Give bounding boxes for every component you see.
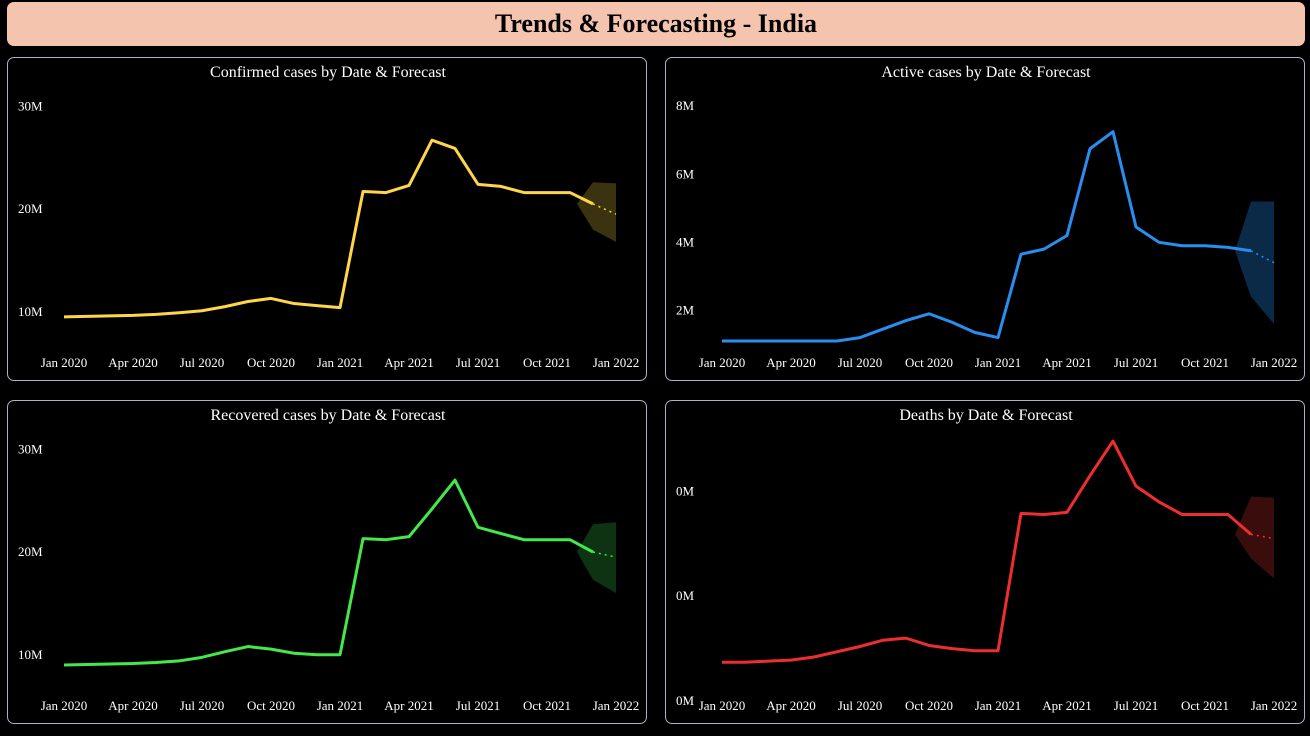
x-tick-label: Apr 2020 [108,355,157,370]
x-tick-label: Oct 2020 [247,698,295,713]
y-tick-label: 0M [676,693,695,708]
x-tick-label: Oct 2021 [1181,698,1229,713]
chart-title: Confirmed cases by Date & Forecast [210,64,446,81]
x-tick-label: Apr 2020 [108,698,157,713]
forecast-band [577,182,616,242]
x-tick-label: Jan 2020 [699,698,746,713]
x-tick-label: Jan 2021 [975,355,1022,370]
chart-title: Active cases by Date & Forecast [881,64,1091,81]
x-tick-label: Jul 2020 [838,355,882,370]
y-tick-label: 0M [676,483,695,498]
y-tick-label: 8M [676,98,695,113]
chart-title: Recovered cases by Date & Forecast [210,407,446,424]
y-tick-label: 10M [18,647,43,662]
forecast-line [1250,533,1275,540]
active-cases-chart[interactable]: Active cases by Date & Forecast 2M 4M 6M 8M J… [665,57,1305,381]
x-tick-label: Jan 2022 [1251,355,1298,370]
x-tick-label: Jul 2020 [180,698,224,713]
forecast-band [1235,496,1274,579]
y-tick-label: 4M [676,234,695,249]
x-tick-label: Jan 2020 [699,355,746,370]
x-tick-label: Jul 2021 [1114,698,1158,713]
x-tick-label: Jan 2020 [41,698,88,713]
x-tick-label: Jan 2021 [317,355,364,370]
deaths-chart[interactable]: Deaths by Date & Forecast 0M 0M 0M Jan 2020 A… [665,400,1305,724]
x-tick-label: Jan 2022 [1251,698,1298,713]
dashboard-title-bar: Trends & Forecasting - India [7,2,1305,46]
x-tick-label: Apr 2020 [766,355,815,370]
x-tick-label: Oct 2020 [905,698,953,713]
x-tick-label: Oct 2021 [523,698,571,713]
confirmed-cases-chart[interactable]: Confirmed cases by Date & Forecast 10M 20M… [7,57,647,381]
recovered-cases-chart[interactable]: Recovered cases by Date & Forecast 10M 20M… [7,400,647,724]
page-title: Trends & Forecasting - India [494,9,818,38]
x-tick-label: Jan 2022 [593,698,640,713]
x-tick-label: Jan 2021 [975,698,1022,713]
forecast-band [1235,201,1274,324]
y-tick-label: 10M [18,304,43,319]
forecast-line [1250,250,1275,264]
y-tick-label: 20M [18,544,43,559]
series-line [722,439,1252,664]
y-tick-label: 6M [676,166,695,181]
x-tick-label: Apr 2020 [766,698,815,713]
x-tick-label: Apr 2021 [1042,698,1091,713]
confirmed-cases-svg: Confirmed cases by Date & Forecast 10M 20M… [18,64,640,370]
x-tick-label: Jul 2021 [1114,355,1158,370]
x-tick-label: Oct 2021 [1181,355,1229,370]
x-tick-label: Jan 2022 [593,355,640,370]
x-tick-label: Apr 2021 [384,698,433,713]
x-tick-label: Oct 2021 [523,355,571,370]
x-tick-label: Jul 2021 [456,355,500,370]
forecast-line [592,203,617,215]
chart-title: Deaths by Date & Forecast [899,407,1073,424]
y-tick-label: 30M [18,441,43,456]
x-tick-label: Jan 2021 [317,698,364,713]
y-tick-label: 2M [676,302,695,317]
deaths-svg: Deaths by Date & Forecast 0M 0M 0M Jan 2020 A… [676,407,1298,713]
x-tick-label: Jul 2020 [838,698,882,713]
recovered-cases-svg: Recovered cases by Date & Forecast 10M 20M… [18,407,640,713]
x-tick-label: Oct 2020 [247,355,295,370]
x-tick-label: Jul 2021 [456,698,500,713]
x-tick-label: Oct 2020 [905,355,953,370]
forecast-line [592,551,617,558]
forecast-band [577,522,616,594]
active-cases-svg: Active cases by Date & Forecast 2M 4M 6M 8M J… [676,64,1298,370]
y-tick-label: 30M [18,98,43,113]
y-tick-label: 20M [18,201,43,216]
x-tick-label: Apr 2021 [384,355,433,370]
series-line [63,478,594,667]
series-line [63,138,594,319]
x-tick-label: Jul 2020 [180,355,224,370]
x-tick-label: Apr 2021 [1042,355,1091,370]
y-tick-label: 0M [676,588,695,603]
series-line [722,130,1252,343]
x-tick-label: Jan 2020 [41,355,88,370]
